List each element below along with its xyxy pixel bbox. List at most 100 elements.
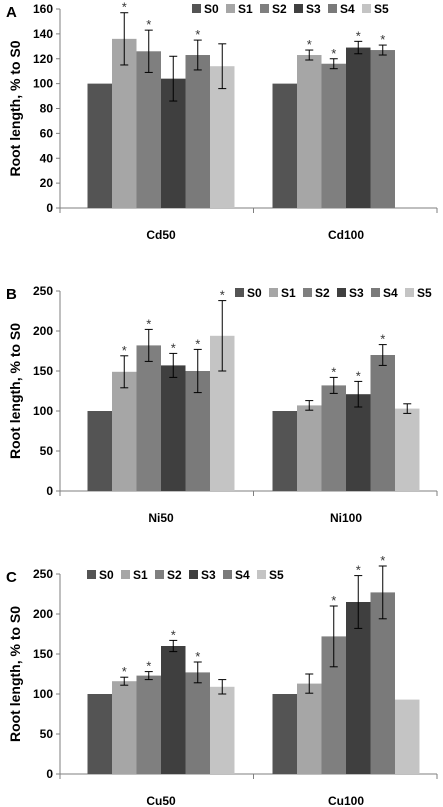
significance-marker: * <box>146 316 151 331</box>
significance-marker: * <box>331 593 336 608</box>
legend-label-s1: S1 <box>281 286 296 300</box>
significance-marker: * <box>356 368 361 383</box>
bar-s2-cd50 <box>136 51 161 208</box>
bar-s1-cd50 <box>112 38 137 208</box>
legend-label-s3: S3 <box>306 2 321 16</box>
y-tick-label: 60 <box>40 126 54 140</box>
legend-swatch-s1 <box>226 4 235 13</box>
bar-s0-cu50 <box>87 694 112 774</box>
y-tick-label: 0 <box>46 767 53 781</box>
significance-marker: * <box>171 340 176 355</box>
y-tick-label: 40 <box>40 151 54 165</box>
bar-s0-cu100 <box>272 694 297 774</box>
y-tick-label: 200 <box>33 324 53 338</box>
significance-marker: * <box>331 364 336 379</box>
y-tick-label: 0 <box>46 201 53 215</box>
category-label: Ni100 <box>330 511 362 525</box>
legend-label-s5: S5 <box>269 568 284 582</box>
y-tick-label: 100 <box>33 404 53 418</box>
significance-marker: * <box>146 659 151 674</box>
bar-s5-cu50 <box>210 686 235 774</box>
y-axis-label: Root length, % to S0 <box>7 606 23 742</box>
bar-s1-cu50 <box>112 681 137 774</box>
bar-s5-cd50 <box>210 66 235 209</box>
legend-swatch-s4 <box>371 288 380 297</box>
legend-swatch-s5 <box>405 288 414 297</box>
y-tick-label: 120 <box>33 52 53 66</box>
y-tick-label: 150 <box>33 647 53 661</box>
bar-s3-cd100 <box>346 47 371 209</box>
bar-s4-cd50 <box>185 55 210 208</box>
legend-label-s1: S1 <box>238 2 253 16</box>
bar-s4-ni100 <box>370 355 395 491</box>
significance-marker: * <box>307 37 312 52</box>
y-tick-label: 100 <box>33 687 53 701</box>
bar-s2-cu50 <box>136 675 161 774</box>
bar-chart-b: B Root length, % to S0 0 50 100 150 200 250 * * * *… <box>6 284 438 525</box>
y-tick-label: 160 <box>33 2 53 16</box>
bar-s0-cd100 <box>272 83 297 208</box>
legend-label-s0: S0 <box>204 2 219 16</box>
y-axis-label: Root length, % to S0 <box>7 323 23 459</box>
significance-marker: * <box>356 563 361 578</box>
legend-swatch-s4 <box>328 4 337 13</box>
legend-swatch-s3 <box>189 570 198 579</box>
legend-label-s4: S4 <box>235 568 250 582</box>
legend-label-s4: S4 <box>340 2 355 16</box>
legend-swatch-s4 <box>223 570 232 579</box>
legend-label-s3: S3 <box>349 286 364 300</box>
bar-s2-ni50 <box>136 345 161 491</box>
legend-label-s1: S1 <box>133 568 148 582</box>
legend-swatch-s0 <box>192 4 201 13</box>
significance-marker: * <box>146 17 151 32</box>
bar-s4-cu100 <box>370 592 395 774</box>
legend-label-s2: S2 <box>272 2 287 16</box>
bar-s0-cd50 <box>87 83 112 208</box>
significance-marker: * <box>195 336 200 351</box>
category-label: Ni50 <box>148 511 174 525</box>
significance-marker: * <box>122 0 127 15</box>
panel-letter: B <box>6 286 17 303</box>
significance-marker: * <box>380 32 385 47</box>
legend-swatch-s2 <box>260 4 269 13</box>
bar-s1-cu100 <box>297 683 322 774</box>
panel-letter: A <box>6 4 17 21</box>
legend-label-s5: S5 <box>417 286 432 300</box>
y-tick-label: 150 <box>33 364 53 378</box>
bar-chart-a: A Root length, % to S0 0 20 40 60 80 100 120 140 1… <box>6 0 438 242</box>
legend-swatch-s5 <box>362 4 371 13</box>
legend-label-s2: S2 <box>167 568 182 582</box>
legend-swatch-s2 <box>303 288 312 297</box>
y-tick-label: 250 <box>33 284 53 298</box>
y-tick-label: 100 <box>33 77 53 91</box>
y-tick-label: 50 <box>40 444 54 458</box>
bar-s1-cd100 <box>297 55 322 208</box>
significance-marker: * <box>171 627 176 642</box>
legend-label-s0: S0 <box>247 286 262 300</box>
y-tick-label: 140 <box>33 27 53 41</box>
y-tick-label: 20 <box>40 176 54 190</box>
category-label: Cd100 <box>328 228 364 242</box>
legend-swatch-s0 <box>87 570 96 579</box>
bar-s0-ni50 <box>87 411 112 491</box>
legend-label-s2: S2 <box>315 286 330 300</box>
legend-label-s3: S3 <box>201 568 216 582</box>
significance-marker: * <box>122 343 127 358</box>
bar-s5-cu100 <box>395 699 420 774</box>
bar-s4-cu50 <box>185 672 210 774</box>
y-axis-label: Root length, % to S0 <box>7 40 23 176</box>
significance-marker: * <box>331 46 336 61</box>
chart-panel-c: C Root length, % to S0 0 50 100 150 200 250 * * * *… <box>0 538 443 807</box>
legend-swatch-s1 <box>269 288 278 297</box>
bar-s3-cu50 <box>161 646 186 774</box>
legend-swatch-s2 <box>155 570 164 579</box>
y-tick-label: 200 <box>33 607 53 621</box>
legend-swatch-s5 <box>257 570 266 579</box>
bar-s5-ni100 <box>395 408 420 491</box>
significance-marker: * <box>122 664 127 679</box>
category-label: Cd50 <box>146 228 176 242</box>
bar-s3-ni100 <box>346 394 371 491</box>
legend-swatch-s0 <box>235 288 244 297</box>
legend-swatch-s3 <box>294 4 303 13</box>
panel-letter: C <box>6 569 17 586</box>
